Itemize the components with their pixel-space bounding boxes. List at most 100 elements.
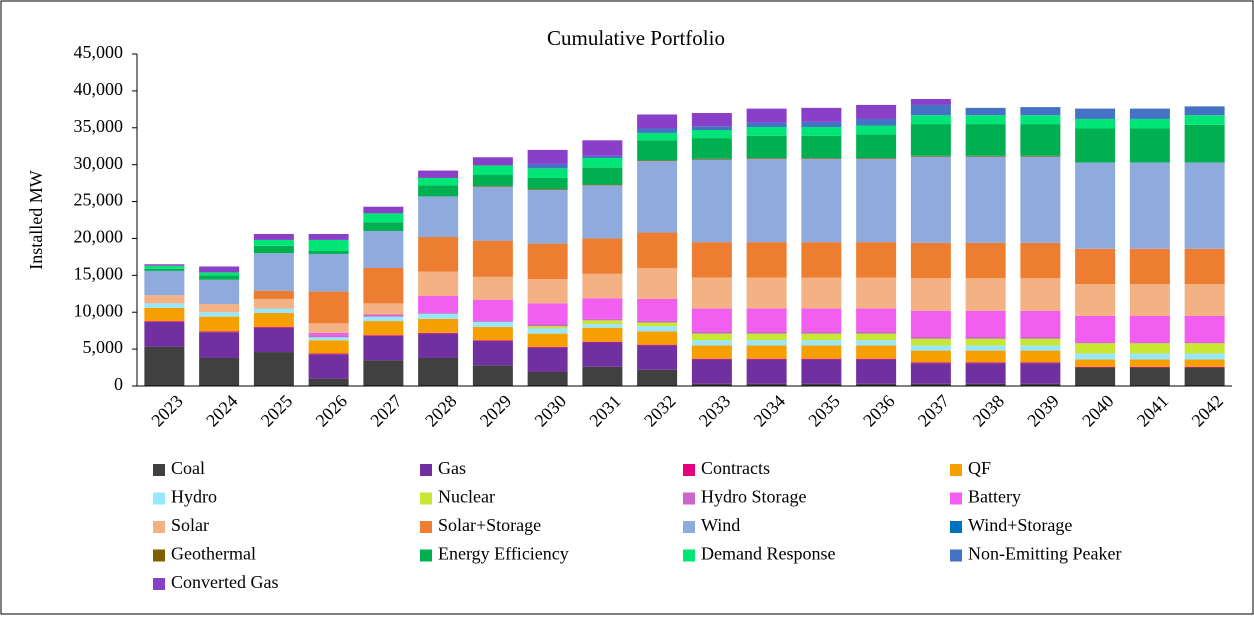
bar-segment [856, 345, 897, 359]
legend-label: Geothermal [171, 544, 256, 564]
bar-segment [144, 265, 185, 269]
bar-segment [582, 320, 623, 325]
bar-segment [472, 186, 513, 241]
bar-segment [1129, 342, 1170, 344]
bar-segment [144, 264, 185, 266]
bar-segment [527, 326, 568, 329]
bar-segment [691, 126, 732, 130]
bar-segment [856, 125, 897, 135]
bar-segment [144, 295, 185, 304]
bar-segment [527, 243, 568, 280]
bar-segment [363, 303, 404, 315]
bar-segment [801, 158, 842, 243]
bar-segment [637, 160, 678, 233]
bar-segment [965, 338, 1006, 346]
bar-segment [801, 107, 842, 122]
bar-segment [363, 267, 404, 304]
bar-segment [965, 155, 1006, 157]
bar-segment [691, 113, 732, 127]
bar-segment [965, 124, 1006, 156]
bar-segment [527, 371, 568, 386]
bar-segment [801, 345, 842, 359]
bar-segment [582, 366, 623, 386]
bar-segment [527, 279, 568, 304]
bar-segment [418, 177, 459, 186]
legend-label: Nuclear [438, 487, 495, 507]
bar-segment [856, 308, 897, 332]
bar-segment [801, 121, 842, 128]
bar-segment [582, 273, 623, 299]
bar-segment [308, 234, 349, 240]
bar-segment [856, 158, 897, 243]
legend-swatch [153, 492, 165, 505]
bar-segment [1129, 248, 1170, 285]
bar-segment [199, 272, 240, 276]
bar-segment [910, 336, 951, 339]
bar-segment [965, 362, 1006, 364]
bar-segment [418, 236, 459, 272]
bar-segment [910, 350, 951, 363]
bar-segment [691, 159, 732, 243]
bar-segment [1184, 124, 1225, 163]
legend-swatch [683, 464, 695, 476]
bar-segment [308, 340, 349, 354]
bar-segment [637, 326, 678, 332]
bar-segment [527, 177, 568, 190]
bar-segment [253, 253, 294, 291]
legend-label: Hydro [171, 487, 217, 507]
bar-segment [965, 336, 1006, 339]
bar-segment [637, 322, 678, 327]
bar-segment [1020, 363, 1061, 384]
bar-segment [910, 310, 951, 337]
bar-segment [691, 158, 732, 160]
bar-segment [965, 383, 1006, 386]
bar-segment [637, 232, 678, 268]
legend-label: Coal [171, 458, 205, 478]
bar-segment [527, 149, 568, 164]
bar-segment [801, 359, 842, 384]
y-tick-label: 0 [114, 374, 123, 394]
bar-segment [1184, 106, 1225, 116]
bar-segment [746, 277, 787, 309]
bar-segment [1075, 248, 1116, 285]
bar-segment [801, 158, 842, 159]
bar-segment [253, 298, 294, 309]
bar-segment [1020, 242, 1061, 279]
bar-segment [1184, 366, 1225, 368]
bar-segment [1184, 359, 1225, 367]
bar-segment [1020, 115, 1061, 125]
bar-segment [691, 129, 732, 139]
bar-segment [801, 340, 842, 346]
bar-segment [801, 331, 842, 334]
bar-segment [418, 357, 459, 386]
bar-segment [1020, 107, 1061, 116]
bar-segment [801, 358, 842, 360]
bar-segment [199, 266, 240, 273]
bar-segment [746, 333, 787, 341]
bar-segment [582, 238, 623, 274]
bar-segment [637, 331, 678, 345]
legend-swatch [153, 464, 165, 476]
bar-segment [691, 242, 732, 278]
bar-segment [472, 174, 513, 187]
bar-segment [1184, 342, 1225, 344]
bar-segment [691, 340, 732, 346]
bar-segment [1020, 383, 1061, 386]
bar-segment [1184, 315, 1225, 343]
bar-segment [746, 135, 787, 159]
bar-segment [965, 278, 1006, 311]
bar-segment [144, 270, 185, 296]
chart-title: Cumulative Portfolio [547, 26, 725, 50]
y-tick-label: 40,000 [74, 79, 124, 99]
bar-segment [308, 337, 349, 341]
bar-segment [418, 333, 459, 358]
bar-segment [253, 308, 294, 313]
bar-segment [472, 157, 513, 166]
legend-swatch [420, 521, 432, 533]
bar-segment [691, 359, 732, 384]
bar-segment [637, 344, 678, 346]
bar-segment [1075, 367, 1116, 386]
legend-label: Solar+Storage [438, 515, 541, 535]
legend-swatch [420, 549, 432, 562]
